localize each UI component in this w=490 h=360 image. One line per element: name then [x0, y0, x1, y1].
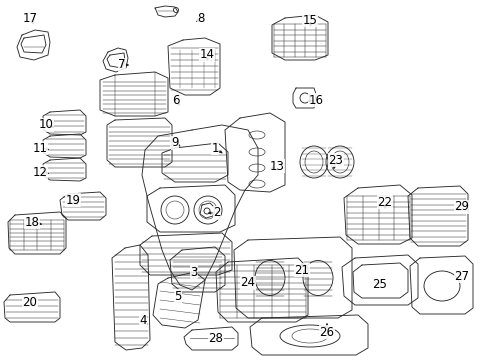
- Text: 26: 26: [319, 325, 335, 338]
- Text: 29: 29: [455, 201, 469, 213]
- Text: 15: 15: [302, 13, 318, 27]
- Text: 22: 22: [377, 195, 392, 208]
- Text: 25: 25: [372, 279, 388, 292]
- Text: 14: 14: [199, 49, 215, 62]
- Text: 23: 23: [329, 153, 343, 166]
- Text: 21: 21: [294, 264, 310, 276]
- Text: 5: 5: [174, 289, 182, 302]
- Text: 18: 18: [24, 216, 39, 229]
- Text: 1: 1: [211, 141, 219, 154]
- Text: 8: 8: [197, 12, 205, 24]
- Text: 4: 4: [139, 314, 147, 327]
- Text: 13: 13: [270, 159, 284, 172]
- Text: 27: 27: [455, 270, 469, 283]
- Text: 2: 2: [213, 207, 221, 220]
- Text: 20: 20: [23, 296, 37, 309]
- Text: 17: 17: [23, 12, 38, 24]
- Text: 16: 16: [309, 94, 323, 107]
- Text: 19: 19: [66, 194, 80, 207]
- Text: 9: 9: [171, 136, 179, 149]
- Text: 6: 6: [172, 94, 180, 108]
- Text: 28: 28: [209, 332, 223, 345]
- Text: 3: 3: [190, 266, 197, 279]
- Text: 12: 12: [32, 166, 48, 179]
- Text: 10: 10: [39, 118, 53, 131]
- Text: 11: 11: [32, 141, 48, 154]
- Text: 24: 24: [241, 276, 255, 289]
- Text: 7: 7: [118, 58, 126, 72]
